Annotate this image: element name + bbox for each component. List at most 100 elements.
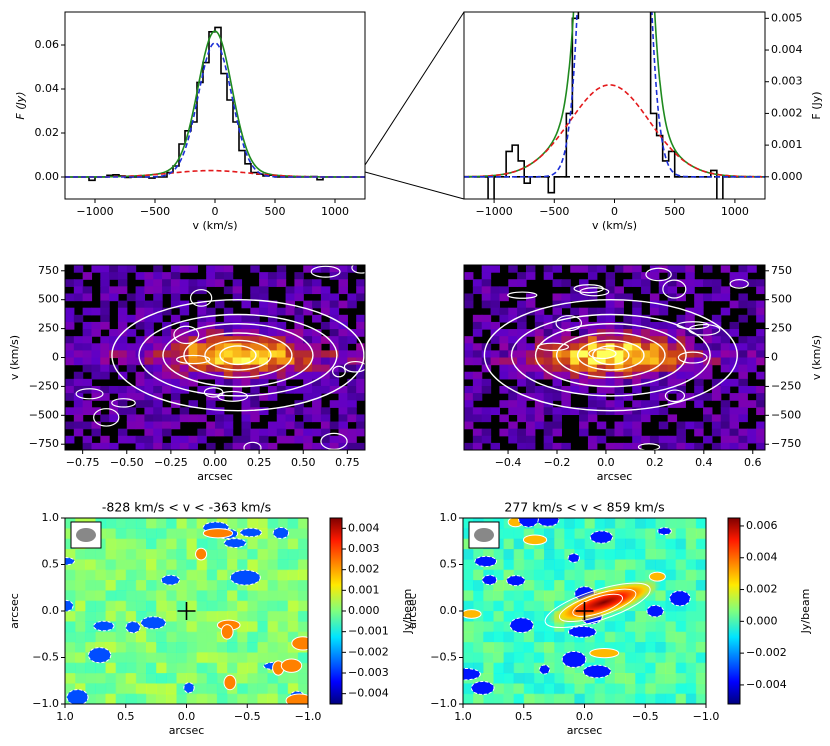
map-pixel xyxy=(166,642,177,653)
pv-pixel xyxy=(543,385,554,394)
pv-pixel xyxy=(703,279,713,287)
pv-pixel xyxy=(738,300,748,309)
map-negative-blob xyxy=(657,527,672,536)
pv-pixel xyxy=(605,279,616,287)
pv-pixel xyxy=(481,385,492,394)
map-pixel xyxy=(277,569,289,581)
pv-pixel xyxy=(543,314,554,323)
map-pixel xyxy=(125,693,137,704)
pv-pixel xyxy=(703,321,713,330)
pv-pixel xyxy=(267,428,278,437)
pv-pixel xyxy=(215,428,225,437)
map-pixel xyxy=(574,693,586,704)
pv-pixel xyxy=(285,371,296,380)
pv-pixel xyxy=(153,385,163,394)
map-pixel xyxy=(95,580,107,591)
pv-pixel xyxy=(464,272,474,280)
pv-pixel xyxy=(65,357,75,366)
map-pixel xyxy=(146,559,157,571)
pv-pixel xyxy=(703,407,713,416)
map-pixel xyxy=(513,693,525,704)
pv-pixel xyxy=(658,442,669,450)
map-pixel xyxy=(135,631,147,643)
map-pixel xyxy=(493,631,505,643)
pv-pixel xyxy=(756,329,765,337)
map-pixel xyxy=(257,693,269,704)
map-pixel xyxy=(135,538,147,550)
pv-pixel xyxy=(303,407,313,416)
map-pixel xyxy=(206,631,218,643)
pv-pixel xyxy=(197,414,207,423)
pv-pixel xyxy=(579,385,589,394)
pv-pixel xyxy=(179,442,190,450)
pv-pixel xyxy=(206,272,216,280)
map-pixel xyxy=(493,652,505,664)
map-pixel xyxy=(196,580,208,591)
pv-pixel xyxy=(73,343,84,351)
pv-pixel xyxy=(472,329,483,337)
pv-pixel xyxy=(312,378,322,387)
pv-pixel xyxy=(206,265,216,273)
pv-pixel xyxy=(338,279,348,287)
map-pixel xyxy=(85,590,96,602)
pv-pixel xyxy=(188,350,198,359)
map-pixel xyxy=(584,683,596,695)
pv-pixel xyxy=(223,265,234,273)
pv-pixel xyxy=(117,350,128,359)
map-pixel xyxy=(625,528,636,540)
y-axis-label: F (Jy) xyxy=(14,91,27,119)
pv-pixel xyxy=(729,378,740,387)
map-pixel xyxy=(135,580,147,591)
pv-pixel xyxy=(525,378,536,387)
map-pixel xyxy=(533,600,545,612)
pv-pixel xyxy=(126,293,137,302)
pv-pixel xyxy=(109,385,119,394)
pv-pixel xyxy=(676,265,686,273)
map-pixel xyxy=(227,559,238,571)
pv-pixel xyxy=(649,336,660,344)
map-pixel xyxy=(227,693,238,704)
map-pixel xyxy=(186,642,198,653)
pv-pixel xyxy=(658,343,669,351)
pv-pixel xyxy=(259,371,269,380)
map-pixel xyxy=(287,590,299,602)
map-pixel xyxy=(614,569,626,581)
pv-pixel xyxy=(109,414,119,423)
map-positive-blob xyxy=(285,693,308,704)
map-pixel xyxy=(513,538,525,550)
map-pixel xyxy=(257,528,269,540)
map-pixel xyxy=(237,693,248,704)
pv-pixel xyxy=(144,343,154,351)
pv-pixel xyxy=(91,350,101,359)
pv-pixel xyxy=(250,407,260,416)
pv-pixel xyxy=(232,350,243,359)
pv-pixel xyxy=(614,393,624,401)
pv-pixel xyxy=(250,336,260,344)
pv-pixel xyxy=(552,279,562,287)
pv-pixel xyxy=(356,442,365,450)
pv-pixel xyxy=(605,307,616,316)
pv-pixel xyxy=(605,357,616,366)
pv-pixel xyxy=(561,357,571,366)
map-pixel xyxy=(544,538,555,550)
y-axis-label: arcsec xyxy=(8,593,21,629)
map-pixel xyxy=(503,631,515,643)
pv-pixel xyxy=(338,428,348,437)
pv-pixel xyxy=(614,350,624,359)
x-tick-label: 0.0 xyxy=(178,710,196,723)
map-pixel xyxy=(685,642,697,653)
map-positive-blob xyxy=(589,647,620,659)
map-pixel xyxy=(277,621,289,633)
pv-contour xyxy=(677,351,708,364)
pv-pixel xyxy=(259,307,269,316)
pv-pixel xyxy=(162,385,172,394)
pv-pixel xyxy=(329,421,340,430)
map-pixel xyxy=(257,518,269,529)
pv-pixel xyxy=(499,371,509,380)
pv-pixel xyxy=(215,357,225,366)
map-pixel xyxy=(675,580,687,591)
y-tick-label: 0.000 xyxy=(771,170,803,183)
pv-pixel xyxy=(525,364,536,373)
pv-pixel xyxy=(534,385,545,394)
map-pixel xyxy=(463,518,474,529)
